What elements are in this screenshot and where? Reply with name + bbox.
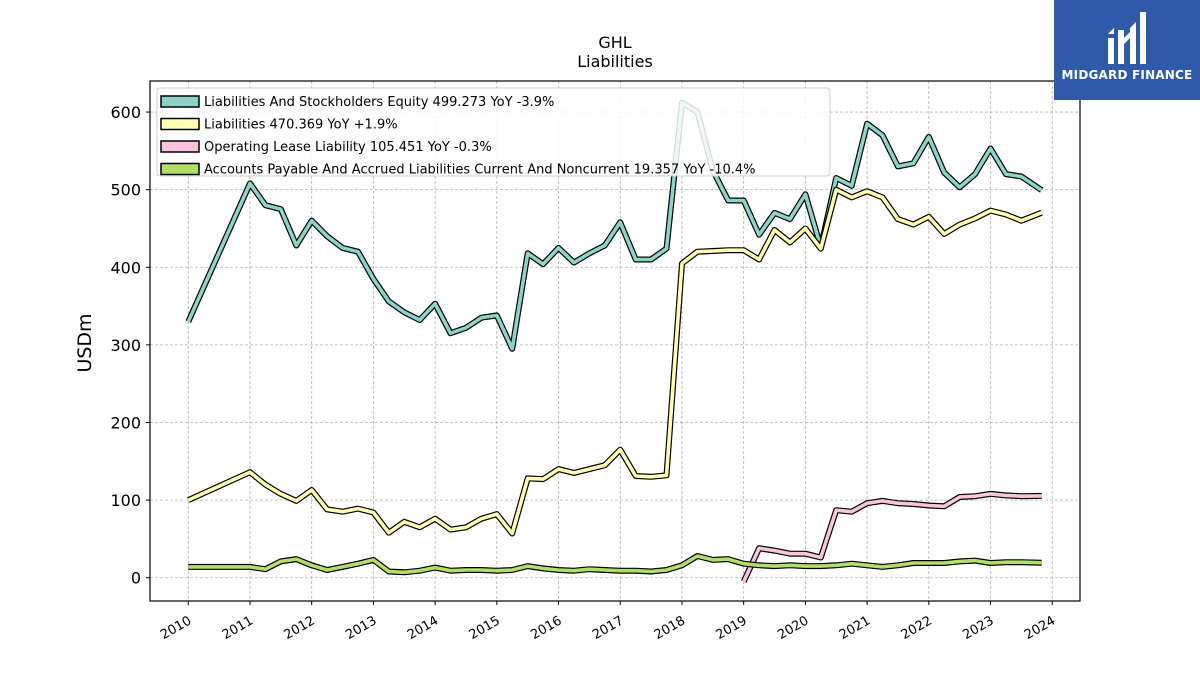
series-outline bbox=[187, 186, 1043, 537]
legend-box bbox=[156, 87, 831, 177]
series-line-4 bbox=[188, 553, 1042, 576]
brand-logo: MIDGARD FINANCE bbox=[1054, 0, 1200, 100]
x-tick-label: 2012 bbox=[282, 613, 318, 643]
x-tick-label: 2016 bbox=[528, 613, 564, 643]
x-tick-label: 2021 bbox=[837, 613, 873, 643]
series-core bbox=[742, 492, 1042, 583]
legend-swatch bbox=[160, 140, 200, 153]
series-layer bbox=[185, 99, 1044, 583]
y-tick-label: 600 bbox=[110, 103, 141, 122]
series-line-3 bbox=[740, 490, 1042, 583]
legend: Liabilities And Stockholders Equity 499.… bbox=[156, 87, 831, 178]
legend-swatch bbox=[160, 95, 200, 108]
x-tick-label: 2024 bbox=[1022, 613, 1058, 643]
x-tick-label: 2011 bbox=[220, 613, 256, 643]
x-tick-label: 2023 bbox=[960, 613, 996, 643]
series-core bbox=[187, 187, 1043, 536]
x-tick-label: 2022 bbox=[899, 613, 935, 643]
legend-label: Operating Lease Liability 105.451 YoY -0… bbox=[204, 140, 492, 155]
x-tick-label: 2017 bbox=[590, 613, 626, 643]
legend-swatch bbox=[160, 162, 200, 176]
series-line-2 bbox=[187, 186, 1043, 537]
y-tick-label: 200 bbox=[110, 413, 141, 432]
legend-label: Liabilities 470.369 YoY +1.9% bbox=[204, 118, 398, 133]
x-tick-label: 2015 bbox=[467, 613, 503, 643]
x-tick-label: 2018 bbox=[652, 613, 688, 643]
series-core bbox=[188, 554, 1042, 575]
x-tick-label: 2010 bbox=[158, 613, 194, 643]
chart-subtitle: Liabilities bbox=[577, 52, 653, 71]
x-tick-label: 2013 bbox=[343, 613, 379, 643]
midgard-logo-icon bbox=[1108, 12, 1146, 64]
brand-name: MIDGARD FINANCE bbox=[1061, 68, 1193, 82]
x-tick-label: 2020 bbox=[775, 613, 811, 643]
y-axis-label: USDm bbox=[74, 313, 96, 372]
series-core bbox=[186, 100, 1043, 351]
legend-label: Liabilities And Stockholders Equity 499.… bbox=[204, 95, 554, 110]
chart-title: GHL bbox=[598, 33, 631, 52]
legend-swatch bbox=[160, 117, 200, 131]
series-line-1 bbox=[185, 99, 1044, 352]
x-tick-label: 2019 bbox=[714, 613, 750, 643]
y-tick-label: 0 bbox=[131, 569, 141, 588]
y-tick-label: 100 bbox=[110, 491, 141, 510]
x-tick-label: 2014 bbox=[405, 613, 441, 643]
y-tick-label: 400 bbox=[110, 258, 141, 277]
y-tick-label: 500 bbox=[110, 181, 141, 200]
y-tick-label: 300 bbox=[110, 336, 141, 355]
legend-label: Accounts Payable And Accrued Liabilities… bbox=[204, 163, 756, 178]
plot-frame bbox=[149, 80, 1081, 602]
